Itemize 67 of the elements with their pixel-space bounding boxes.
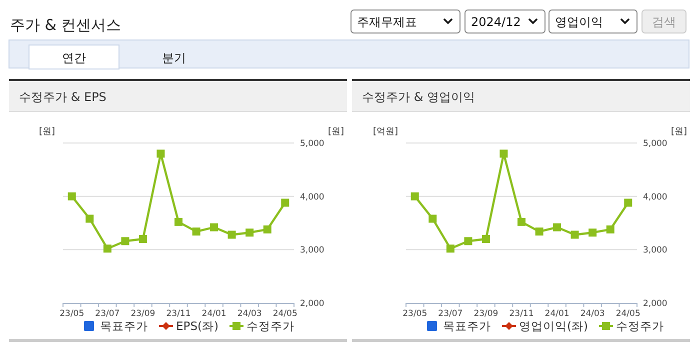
y2-tick-label: 5,000	[643, 139, 668, 149]
point	[121, 237, 130, 246]
y-axis-title: [억원]	[372, 127, 398, 137]
point	[281, 198, 290, 207]
point	[553, 223, 562, 232]
point	[500, 150, 508, 158]
x-tick-label: 24/05	[616, 309, 640, 319]
point	[446, 244, 454, 253]
y2-axis-title: [원]	[670, 127, 687, 137]
x-tick-label: 23/05	[402, 309, 428, 319]
legend-label: EPS(좌)	[176, 319, 218, 333]
point	[624, 198, 632, 207]
x-tick-label: 23/11	[509, 309, 534, 319]
point	[192, 228, 200, 236]
text: 연간	[62, 51, 86, 65]
text: 주가 & 컨센서스	[10, 16, 122, 34]
point	[228, 230, 236, 239]
point	[606, 225, 614, 234]
point	[103, 244, 112, 253]
point	[588, 228, 597, 237]
y2-tick-label: 3,000	[300, 246, 324, 256]
point	[428, 214, 437, 223]
point	[246, 228, 254, 237]
point	[518, 218, 526, 226]
point	[482, 235, 490, 243]
text: 검색	[652, 15, 676, 29]
legend-label: 수정주가	[246, 319, 294, 333]
point	[410, 192, 419, 200]
x-tick-label: 23/09	[130, 309, 156, 319]
legend-label: 목표주가	[443, 319, 491, 333]
legend-label: 영업이익(좌)	[519, 319, 588, 333]
point	[174, 218, 182, 226]
point	[263, 225, 272, 234]
y2-axis-title: [원]	[328, 127, 344, 137]
point	[464, 237, 472, 246]
text: 분기	[162, 51, 186, 65]
x-tick-label: 24/01	[544, 309, 570, 319]
text: 영업이익	[555, 15, 603, 29]
x-tick-label: 24/03	[580, 309, 605, 319]
legend-label: 수정주가	[616, 319, 664, 333]
legend-label: 목표주가	[100, 319, 148, 333]
y-axis-title: [원]	[38, 127, 55, 137]
chart-title: 수정주가 & 영업이익	[362, 90, 475, 104]
point	[138, 235, 147, 243]
x-tick-label: 23/07	[95, 309, 120, 319]
point	[86, 214, 94, 223]
y2-tick-label: 2,000	[643, 299, 668, 309]
text: 2024/12	[471, 15, 521, 29]
point	[535, 228, 544, 236]
y2-tick-label: 4,000	[643, 192, 668, 202]
y2-tick-label: 5,000	[300, 139, 324, 149]
chart-title: 수정주가 & EPS	[19, 90, 106, 104]
point	[156, 150, 165, 158]
point	[68, 192, 76, 200]
y2-tick-label: 2,000	[300, 299, 324, 309]
x-tick-label: 23/07	[438, 309, 463, 319]
x-tick-label: 24/03	[237, 309, 262, 319]
point	[210, 223, 218, 232]
text: 주재무제표	[357, 15, 417, 29]
x-tick-label: 24/01	[202, 309, 226, 319]
x-tick-label: 24/05	[272, 309, 298, 319]
x-tick-label: 23/05	[60, 309, 84, 319]
point	[570, 230, 579, 239]
x-tick-label: 23/11	[166, 309, 191, 319]
y2-tick-label: 4,000	[300, 192, 324, 202]
x-tick-label: 23/09	[474, 309, 498, 319]
y2-tick-label: 3,000	[643, 246, 668, 256]
